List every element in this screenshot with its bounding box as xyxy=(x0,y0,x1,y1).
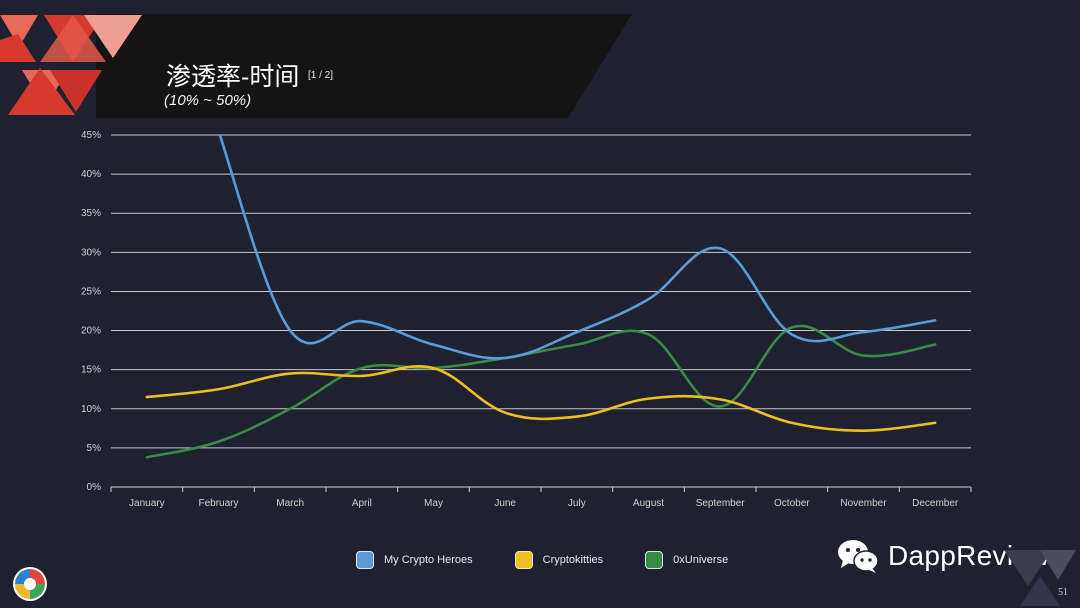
x-tick-label: September xyxy=(696,498,746,509)
page-title: 渗透率-时间 xyxy=(166,63,300,91)
banner-shape xyxy=(96,14,632,118)
header-banner xyxy=(0,14,632,118)
series-line-cryptokitties xyxy=(145,365,937,432)
legend-swatch xyxy=(356,551,374,569)
dappreview-app-logo-icon xyxy=(13,567,47,601)
legend-label: My Crypto Heroes xyxy=(384,554,473,566)
logo-triangle xyxy=(8,68,75,115)
x-tick-label: March xyxy=(276,498,304,509)
page-subtitle: (10% ~ 50%) xyxy=(164,92,252,109)
y-tick-label: 20% xyxy=(81,326,101,337)
y-tick-label: 40% xyxy=(81,169,101,180)
series-line-0xuniverse xyxy=(145,324,937,459)
legend-item: Cryptokitties xyxy=(514,551,604,569)
y-tick-label: 35% xyxy=(81,208,101,219)
line-chart: 0% 5% 10% 15% 20% 25% 30% 35% 40% 45% January Febru… xyxy=(81,130,972,509)
x-tick-label: April xyxy=(352,498,372,509)
y-tick-label: 10% xyxy=(81,404,101,415)
legend-label: Cryptokitties xyxy=(542,554,604,566)
legend-swatch xyxy=(645,551,664,569)
corner-logo-mark xyxy=(1004,550,1076,606)
x-tick-label: July xyxy=(568,498,586,509)
x-tick-label: February xyxy=(198,498,238,509)
x-tick-label: November xyxy=(840,498,887,509)
logo-triangle xyxy=(40,15,106,62)
x-tick-label: August xyxy=(633,498,664,509)
logo-triangle xyxy=(0,34,36,62)
x-tick-label: October xyxy=(774,498,810,509)
series-line-my-crypto-heroes xyxy=(218,135,937,360)
logo-triangle xyxy=(84,15,142,58)
legend-item: 0xUniverse xyxy=(645,551,728,569)
y-tick-label: 30% xyxy=(81,247,101,258)
x-tick-label: June xyxy=(494,498,516,509)
y-tick-label: 25% xyxy=(81,286,101,297)
logo-triangle xyxy=(50,70,102,112)
page-indicator: [1 / 2] xyxy=(308,70,334,81)
y-tick-label: 15% xyxy=(81,365,101,376)
legend-swatch xyxy=(514,551,533,569)
wechat-icon xyxy=(838,540,879,573)
y-tick-label: 5% xyxy=(87,443,102,454)
chart-legend: My Crypto Heroes Cryptokitties 0xUniverse xyxy=(356,551,770,569)
y-tick-label: 45% xyxy=(81,130,101,141)
x-tick-label: December xyxy=(912,498,959,509)
y-tick-label: 0% xyxy=(87,482,102,493)
legend-label: 0xUniverse xyxy=(673,554,729,566)
x-tick-label: May xyxy=(424,498,443,509)
x-tick-label: January xyxy=(129,498,165,509)
slide-number: 51 xyxy=(1058,587,1068,598)
logo-triangle xyxy=(0,15,38,47)
legend-item: My Crypto Heroes xyxy=(356,551,473,569)
